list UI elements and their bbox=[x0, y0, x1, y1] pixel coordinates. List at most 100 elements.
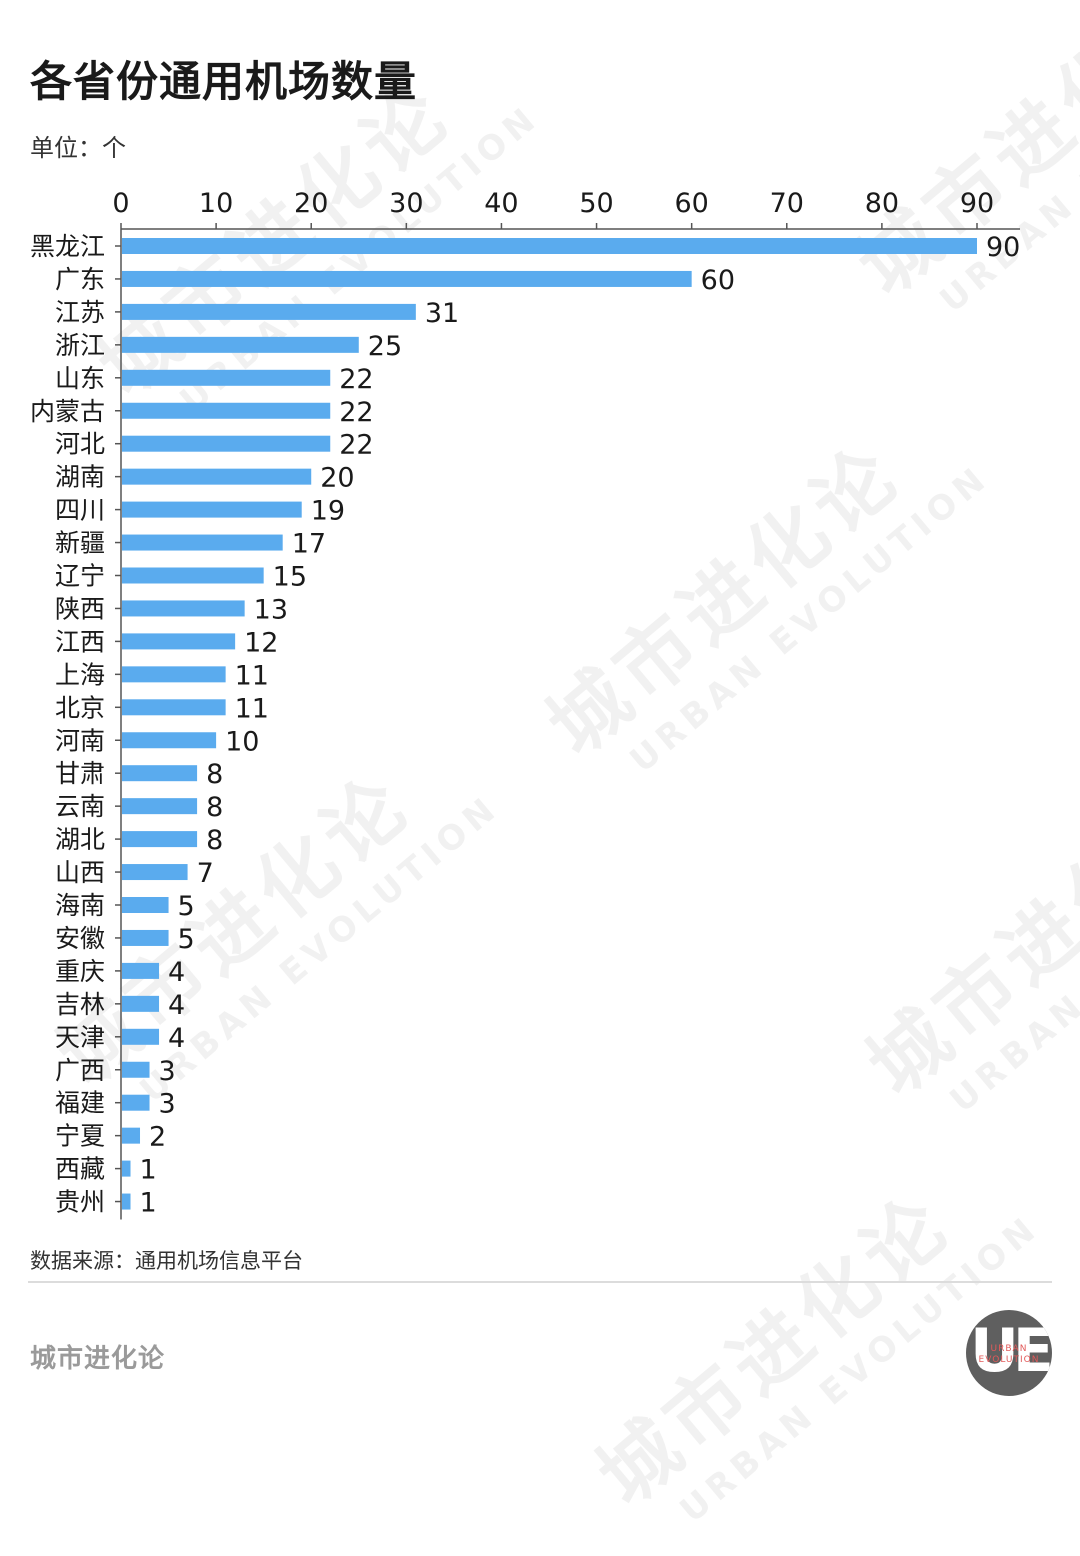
value-label: 13 bbox=[254, 594, 288, 625]
category-label: 江苏 bbox=[55, 298, 105, 327]
logo-mark: UE bbox=[970, 1316, 1052, 1386]
bar bbox=[122, 369, 331, 386]
category-label: 内蒙古 bbox=[30, 397, 105, 426]
category-label: 辽宁 bbox=[55, 562, 105, 591]
value-label: 12 bbox=[244, 627, 278, 658]
bar bbox=[122, 534, 283, 551]
category-label: 黑龙江 bbox=[30, 232, 105, 261]
category-label: 广西 bbox=[55, 1056, 105, 1085]
bar bbox=[122, 897, 169, 913]
x-tick-label: 20 bbox=[294, 188, 328, 219]
bar bbox=[122, 666, 226, 683]
data-source: 数据来源：通用机场信息平台 bbox=[30, 1249, 303, 1273]
x-tick-label: 80 bbox=[865, 188, 899, 219]
bar bbox=[122, 864, 188, 881]
value-label: 5 bbox=[178, 924, 195, 955]
value-label: 7 bbox=[197, 858, 214, 889]
x-tick-label: 50 bbox=[579, 188, 613, 219]
value-label: 8 bbox=[206, 759, 223, 790]
value-label: 5 bbox=[178, 891, 195, 922]
value-label: 10 bbox=[225, 726, 259, 757]
logo-text-line1: URBAN bbox=[990, 1344, 1028, 1354]
value-label: 20 bbox=[320, 463, 354, 494]
x-tick-label: 30 bbox=[389, 188, 423, 219]
bar bbox=[122, 1094, 150, 1111]
bar bbox=[122, 567, 264, 584]
x-tick-label: 60 bbox=[674, 188, 708, 219]
bar bbox=[122, 238, 977, 254]
value-label: 17 bbox=[292, 529, 326, 560]
category-label: 海南 bbox=[55, 891, 105, 920]
bar bbox=[122, 633, 236, 650]
brand-logo-icon: UE URBAN EVOLUTION bbox=[966, 1310, 1052, 1396]
category-label: 新疆 bbox=[55, 529, 105, 558]
bar bbox=[122, 1160, 131, 1177]
value-label: 60 bbox=[701, 265, 735, 296]
bar bbox=[122, 732, 217, 749]
value-label: 22 bbox=[339, 397, 373, 428]
value-label: 22 bbox=[339, 364, 373, 395]
logo-text-line2: EVOLUTION bbox=[978, 1355, 1040, 1365]
bar bbox=[122, 1028, 160, 1045]
value-label: 25 bbox=[368, 331, 402, 362]
value-label: 11 bbox=[235, 693, 269, 724]
category-label: 甘肃 bbox=[55, 759, 105, 788]
footer-divider bbox=[28, 1281, 1052, 1283]
value-label: 3 bbox=[159, 1056, 176, 1087]
brand-name: 城市进化论 bbox=[30, 1344, 166, 1374]
category-label: 山东 bbox=[55, 364, 105, 393]
category-label: 湖南 bbox=[55, 463, 105, 492]
category-label: 山西 bbox=[55, 858, 105, 887]
value-label: 22 bbox=[339, 430, 373, 461]
category-label: 云南 bbox=[55, 792, 105, 821]
category-label: 重庆 bbox=[55, 957, 105, 986]
category-label: 西藏 bbox=[55, 1155, 105, 1184]
bar bbox=[122, 402, 331, 419]
category-label: 上海 bbox=[55, 660, 105, 689]
value-label: 15 bbox=[273, 562, 307, 593]
category-label: 吉林 bbox=[55, 990, 105, 1019]
category-label: 陕西 bbox=[55, 594, 105, 623]
bar bbox=[122, 1127, 141, 1144]
category-label: 宁夏 bbox=[55, 1122, 105, 1151]
value-label: 8 bbox=[206, 792, 223, 823]
bar bbox=[122, 699, 226, 716]
x-tick-label: 10 bbox=[199, 188, 233, 219]
category-label: 天津 bbox=[55, 1023, 105, 1052]
value-label: 8 bbox=[206, 825, 223, 856]
bar bbox=[122, 435, 331, 452]
value-label: 31 bbox=[425, 298, 459, 329]
bar bbox=[122, 765, 198, 782]
bar bbox=[122, 1193, 131, 1210]
bar bbox=[122, 995, 160, 1012]
bar bbox=[122, 303, 416, 320]
category-label: 浙江 bbox=[55, 331, 105, 360]
bar bbox=[122, 270, 692, 287]
bar bbox=[122, 468, 312, 485]
category-label: 安徽 bbox=[55, 924, 105, 953]
category-label: 河南 bbox=[55, 726, 105, 755]
value-label: 4 bbox=[168, 990, 185, 1021]
bar bbox=[122, 600, 245, 617]
bar bbox=[122, 929, 169, 946]
value-label: 19 bbox=[311, 496, 345, 527]
bar bbox=[122, 1061, 150, 1078]
value-label: 11 bbox=[235, 660, 269, 691]
bar bbox=[122, 962, 160, 979]
value-label: 4 bbox=[168, 957, 185, 988]
value-label: 2 bbox=[149, 1122, 166, 1153]
category-label: 河北 bbox=[55, 430, 105, 459]
bar bbox=[122, 798, 198, 815]
value-label: 1 bbox=[140, 1155, 157, 1186]
category-label: 湖北 bbox=[55, 825, 105, 854]
value-label: 4 bbox=[168, 1023, 185, 1054]
category-label: 四川 bbox=[55, 496, 105, 525]
unit-label: 单位：个 bbox=[30, 134, 126, 162]
bar bbox=[122, 501, 302, 518]
x-tick-label: 0 bbox=[112, 188, 129, 219]
bar bbox=[122, 831, 198, 848]
value-label: 3 bbox=[159, 1089, 176, 1120]
category-label: 江西 bbox=[55, 627, 105, 656]
x-tick-label: 70 bbox=[770, 188, 804, 219]
